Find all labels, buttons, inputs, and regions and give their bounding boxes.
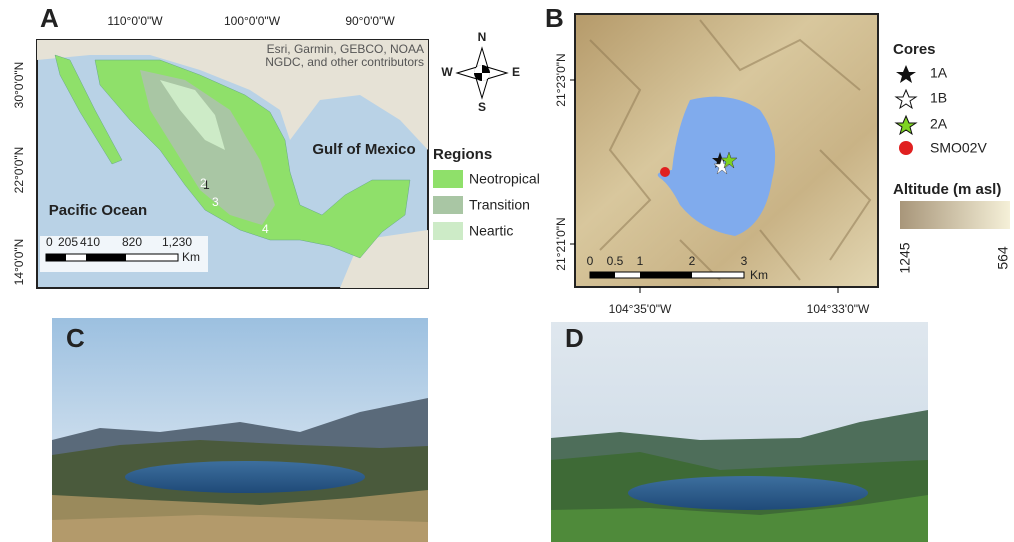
region-number: 4 bbox=[262, 222, 269, 236]
panel-label: B bbox=[545, 3, 564, 33]
place-name: Gulf of Mexico bbox=[312, 141, 415, 158]
photo-c bbox=[52, 318, 428, 542]
longitude-label: 100°0'0"W bbox=[224, 14, 281, 28]
legend-title: Regions bbox=[433, 146, 492, 163]
scale-unit: Km bbox=[750, 268, 768, 282]
photo-d bbox=[551, 322, 928, 542]
scale-label: 0 bbox=[46, 235, 53, 249]
latitude-label: 14°0'0"N bbox=[12, 239, 26, 286]
scale-label: 0.5 bbox=[607, 254, 624, 268]
legend-item: SMO02V bbox=[930, 140, 987, 156]
compass-label: E bbox=[512, 65, 520, 79]
panel-label: A bbox=[40, 3, 59, 33]
attribution: Esri, Garmin, GEBCO, NOAA bbox=[267, 42, 424, 56]
region-number: 2 bbox=[200, 176, 207, 190]
map-b: 0 0.5 1 2 3 Km bbox=[570, 14, 878, 293]
longitude-label: 110°0'0"W bbox=[107, 14, 163, 28]
legend-item: Transition bbox=[469, 197, 530, 213]
scale-label: 205 bbox=[58, 235, 78, 249]
panel-label: D bbox=[565, 323, 584, 353]
latitude-label: 30°0'0"N bbox=[12, 62, 26, 109]
legend-item: 1B bbox=[930, 90, 947, 106]
legend-item: Neartic bbox=[469, 223, 513, 239]
latitude-label: 22°0'0"N bbox=[12, 147, 26, 194]
latitude-label: 21°21'0"N bbox=[554, 217, 568, 270]
scale-unit: Km bbox=[182, 250, 200, 264]
legend-item: 2A bbox=[930, 116, 948, 132]
longitude-label: 90°0'0"W bbox=[345, 14, 395, 28]
cores-legend: Cores 1A 1B 2A SMO02V Altitude (m asl) 1… bbox=[893, 41, 1011, 274]
compass-label: N bbox=[478, 30, 487, 44]
scale-label: 3 bbox=[741, 254, 748, 268]
place-name: Pacific Ocean bbox=[49, 202, 147, 219]
region-number: 3 bbox=[212, 195, 219, 209]
compass-label: S bbox=[478, 100, 486, 114]
scale-label: 0 bbox=[587, 254, 594, 268]
figure: A 110°0'0"W 100°0'0"W 90°0'0"W 30°0'0"N … bbox=[0, 0, 1014, 542]
attribution: NGDC, and other contributors bbox=[265, 55, 424, 69]
scale-label: 820 bbox=[122, 235, 142, 249]
legend-label: 564 bbox=[995, 246, 1011, 270]
regions-legend: Regions Neotropical Transition Neartic bbox=[433, 146, 540, 240]
legend-item: 1A bbox=[930, 65, 948, 81]
compass: N S W E bbox=[441, 30, 520, 114]
legend-item: Neotropical bbox=[469, 171, 540, 187]
scale-label: 2 bbox=[689, 254, 696, 268]
map-a: 1 2 3 4 Esri, Garmin, GEBCO, NOAA NGDC, … bbox=[37, 40, 428, 288]
latitude-label: 21°23'0"N bbox=[554, 53, 568, 106]
longitude-label: 104°35'0"W bbox=[609, 302, 672, 316]
scale-label: 1,230 bbox=[162, 235, 192, 249]
compass-label: W bbox=[441, 65, 453, 79]
longitude-label: 104°33'0"W bbox=[807, 302, 870, 316]
legend-title: Altitude (m asl) bbox=[893, 181, 1001, 198]
legend-title: Cores bbox=[893, 41, 936, 58]
panel-label: C bbox=[66, 323, 85, 353]
scale-label: 410 bbox=[80, 235, 100, 249]
scale-label: 1 bbox=[637, 254, 644, 268]
legend-label: 1245 bbox=[897, 242, 913, 273]
